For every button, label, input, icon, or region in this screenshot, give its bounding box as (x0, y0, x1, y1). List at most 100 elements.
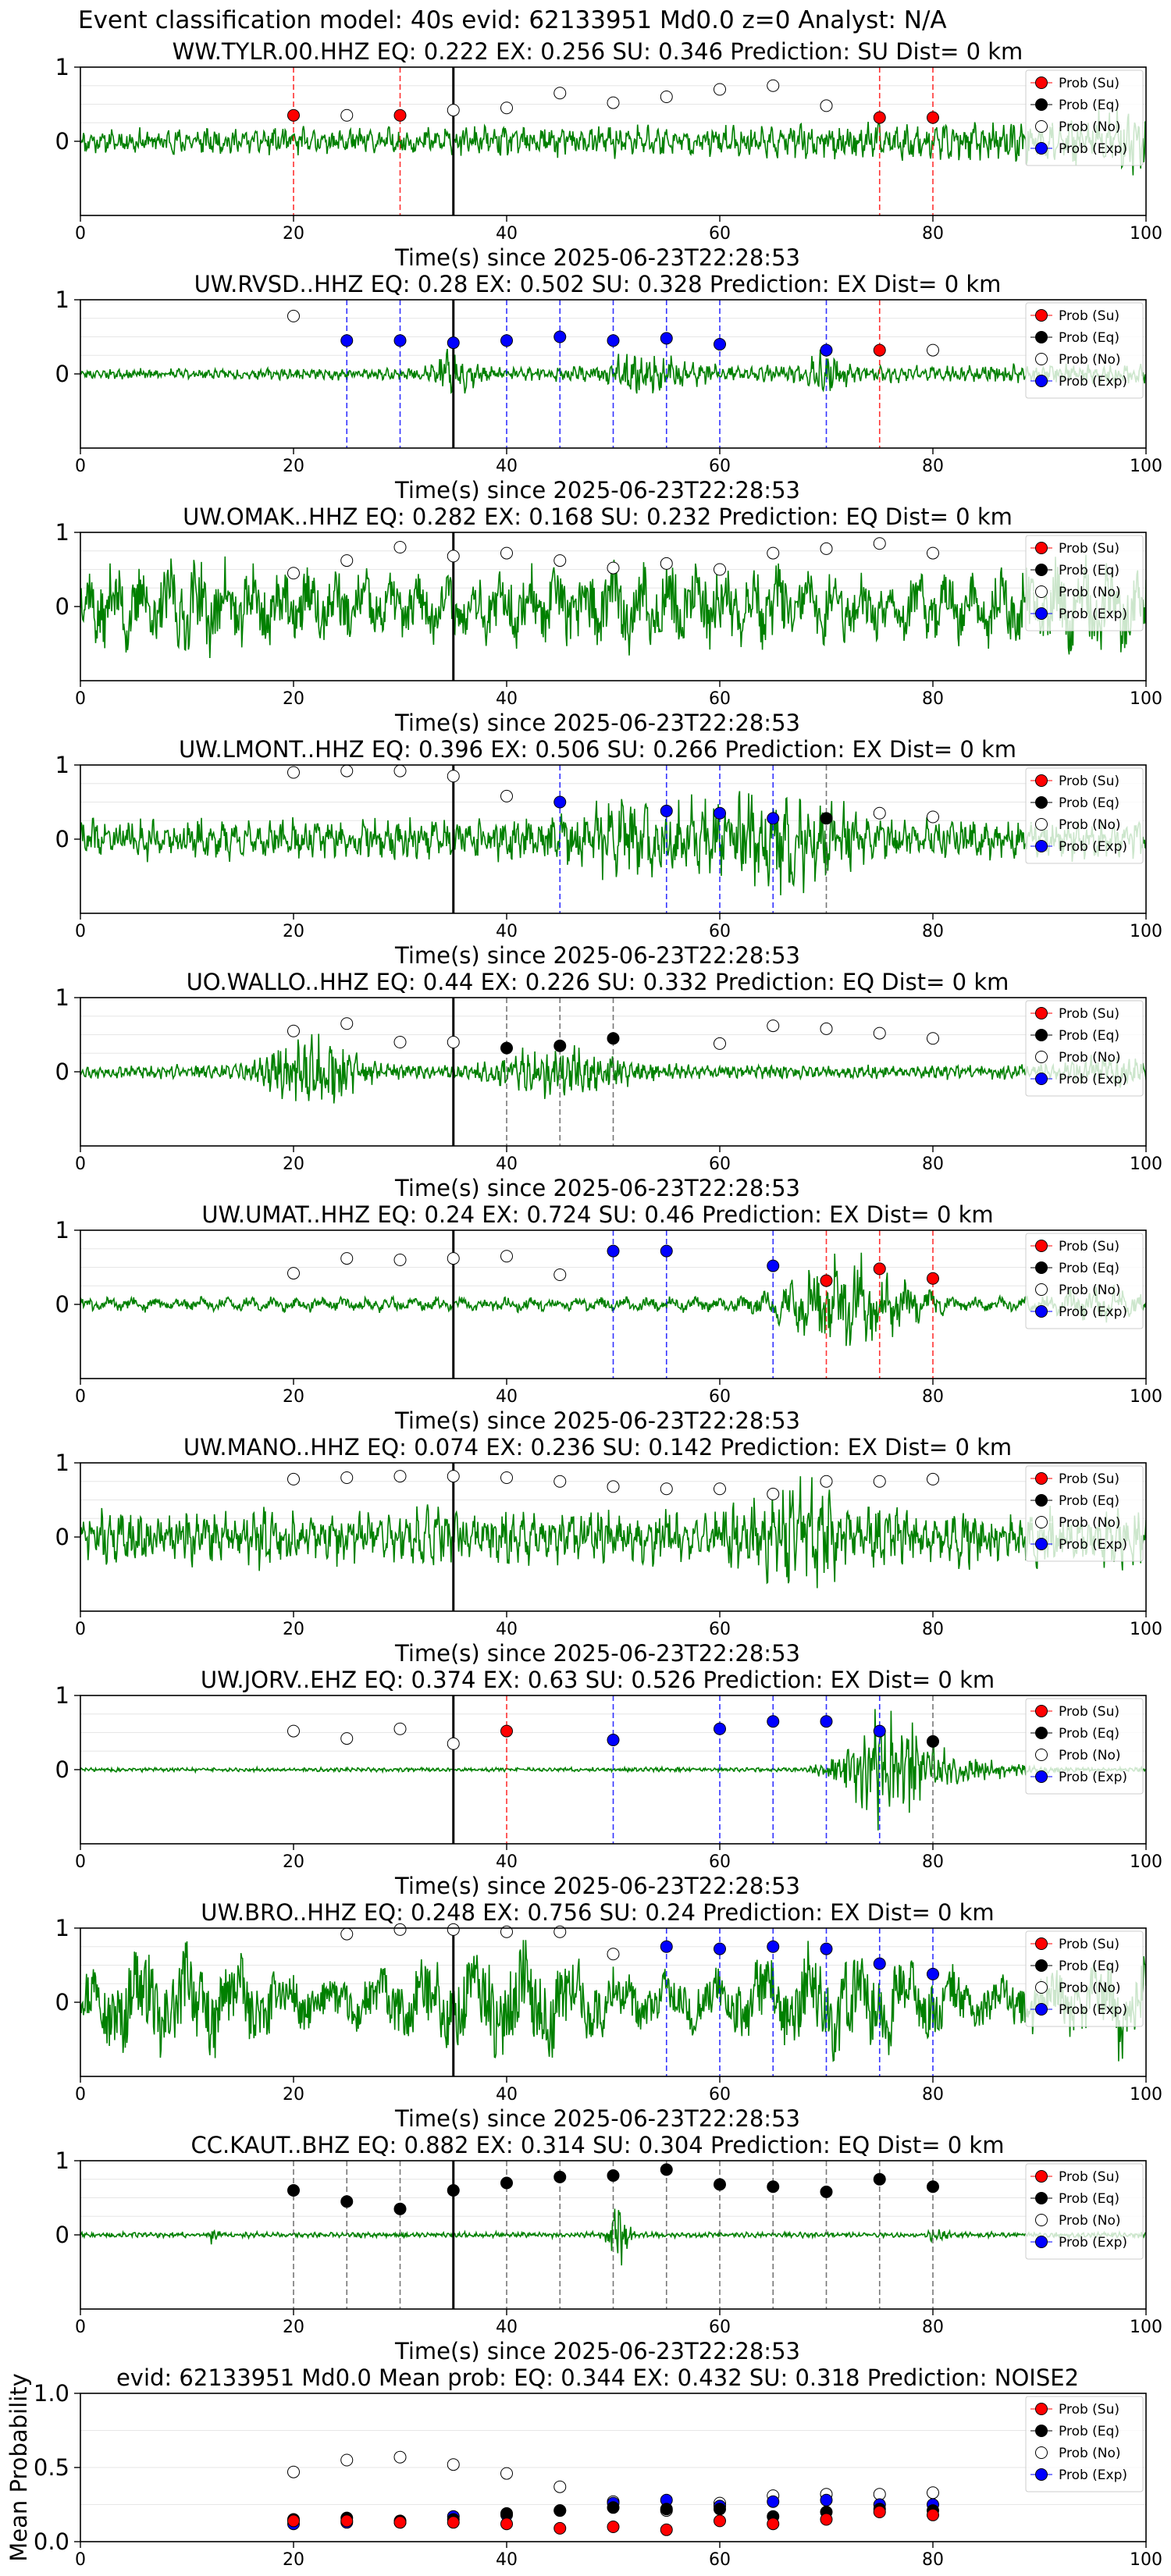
y-tick-label: 1 (55, 286, 69, 313)
legend: Prob (Su) Prob (Eq) Prob (No) Prob (Exp) (1025, 535, 1144, 632)
marker-eq (607, 2169, 620, 2182)
y-tick-label: 1.0 (34, 2380, 69, 2407)
x-tick-label: 100 (1130, 1387, 1162, 1407)
marker-exp (767, 812, 780, 825)
legend-label: Prob (Su) (1059, 1704, 1119, 1720)
legend-box (1025, 2396, 1144, 2492)
marker-no (393, 1722, 407, 1735)
marker-no (393, 1036, 407, 1048)
y-tick-label: 0 (55, 1756, 69, 1783)
legend-label: Prob (Exp) (1059, 839, 1127, 855)
legend-marker-eq (1035, 1494, 1048, 1507)
marker-no (447, 770, 460, 783)
marker-no (927, 2486, 939, 2500)
marker-su (660, 2523, 673, 2536)
x-tick-label: 20 (283, 2085, 304, 2105)
marker-no (873, 806, 886, 820)
legend-box (1025, 1233, 1144, 1329)
panel-5: UO.WALLO..HHZ EQ: 0.44 EX: 0.226 SU: 0.3… (55, 969, 1162, 1201)
legend-marker-su (1035, 1240, 1048, 1252)
x-tick-label: 40 (496, 2318, 518, 2337)
panel-6: UW.UMAT..HHZ EQ: 0.24 EX: 0.724 SU: 0.46… (55, 1201, 1162, 1434)
x-tick-label: 20 (283, 2318, 304, 2337)
y-tick-label: 0 (55, 2222, 69, 2248)
legend-marker-su (1035, 1472, 1048, 1485)
legend-label: Prob (Su) (1059, 2169, 1119, 2185)
marker-no (447, 1737, 460, 1750)
marker-exp (927, 1967, 939, 1980)
x-tick-label: 60 (709, 922, 731, 941)
legend-label: Prob (No) (1059, 119, 1121, 135)
marker-eq (500, 2176, 513, 2190)
y-tick-label: 1 (55, 1682, 69, 1709)
x-tick-label: 0 (75, 2318, 86, 2337)
x-tick-label: 0 (75, 1155, 86, 1174)
legend-label: Prob (Eq) (1059, 1726, 1119, 1742)
x-tick-label: 0 (75, 224, 86, 244)
plot-area (80, 1695, 1146, 1844)
plot-area (80, 67, 1146, 215)
legend-marker-exp (1035, 1073, 1048, 1085)
x-axis-label: Time(s) since 2025-06-23T22:28:53 (394, 244, 800, 271)
legend-label: Prob (Su) (1059, 541, 1119, 557)
x-tick-label: 100 (1130, 457, 1162, 476)
x-tick-label: 80 (922, 1620, 944, 1639)
legend-marker-exp (1035, 1538, 1048, 1550)
panel-title: WW.TYLR.00.HHZ EQ: 0.222 EX: 0.256 SU: 0… (173, 38, 1023, 65)
marker-no (393, 2450, 407, 2464)
marker-eq (607, 1032, 620, 1045)
x-tick-label: 20 (283, 1155, 304, 1174)
marker-exp (820, 2493, 833, 2507)
x-tick-label: 0 (75, 2085, 86, 2105)
marker-eq (767, 2180, 780, 2194)
marker-su (287, 109, 300, 122)
marker-exp (820, 343, 833, 357)
marker-no (660, 557, 673, 570)
marker-su (714, 2514, 726, 2528)
y-tick-label: 0 (55, 1291, 69, 1318)
marker-no (340, 1471, 354, 1484)
marker-no (873, 1026, 886, 1040)
x-tick-label: 20 (283, 1387, 304, 1407)
marker-exp (553, 795, 567, 809)
marker-exp (820, 1942, 833, 1955)
legend-label: Prob (No) (1059, 1515, 1121, 1531)
legend-box (1025, 302, 1144, 399)
y-tick-label: 1 (55, 752, 69, 778)
plot-area (80, 765, 1146, 913)
marker-no (393, 1923, 407, 1936)
marker-eq (820, 2185, 833, 2198)
legend-label: Prob (No) (1059, 1980, 1121, 1996)
panel-11: evid: 62133951 Md0.0 Mean prob: EQ: 0.34… (5, 2364, 1162, 2570)
marker-eq (447, 2184, 460, 2197)
marker-su (873, 343, 886, 357)
legend-box (1025, 2163, 1144, 2260)
legend-label: Prob (No) (1059, 2446, 1121, 2461)
legend-label: Prob (Eq) (1059, 1959, 1119, 1974)
marker-no (340, 109, 354, 122)
x-tick-label: 60 (709, 1387, 731, 1407)
x-tick-label: 60 (709, 2550, 731, 2570)
marker-eq (820, 812, 833, 825)
legend-marker-no (1035, 2214, 1048, 2226)
marker-su (500, 2517, 513, 2531)
marker-no (767, 1019, 780, 1033)
legend-label: Prob (Eq) (1059, 563, 1119, 578)
legend-marker-su (1035, 1007, 1048, 1019)
x-tick-label: 40 (496, 2085, 518, 2105)
panel-9: UW.BRO..HHZ EQ: 0.248 EX: 0.756 SU: 0.24… (55, 1899, 1162, 2132)
marker-no (714, 1037, 726, 1050)
marker-eq (553, 2170, 567, 2183)
marker-eq (660, 2503, 673, 2516)
panel-title: UW.OMAK..HHZ EQ: 0.282 EX: 0.168 SU: 0.2… (183, 503, 1013, 530)
x-tick-label: 80 (922, 2550, 944, 2570)
x-tick-label: 80 (922, 689, 944, 709)
marker-su (820, 1274, 833, 1287)
marker-su (447, 2516, 460, 2529)
x-axis-label: Time(s) since 2025-06-23T22:28:53 (394, 710, 800, 736)
x-tick-label: 60 (709, 1155, 731, 1174)
x-tick-label: 0 (75, 457, 86, 476)
legend-marker-no (1035, 818, 1048, 831)
x-tick-label: 20 (283, 1852, 304, 1872)
